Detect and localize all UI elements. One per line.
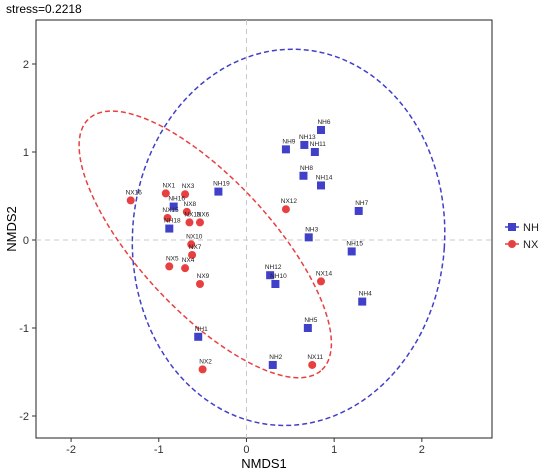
y-tick-label: -1 bbox=[19, 323, 29, 335]
label-nh11: NH11 bbox=[310, 141, 327, 148]
confidence-ellipses bbox=[78, 48, 446, 427]
point-nh13 bbox=[300, 140, 309, 149]
legend-key-nh bbox=[508, 223, 516, 231]
point-nx5 bbox=[165, 262, 174, 271]
x-tick-label: 2 bbox=[419, 444, 425, 456]
point-nx15 bbox=[163, 214, 172, 222]
point-nh3 bbox=[304, 233, 313, 242]
reference-lines bbox=[36, 20, 492, 438]
x-axis-title: NMDS1 bbox=[241, 456, 287, 471]
point-nh10 bbox=[271, 280, 280, 288]
point-nx8 bbox=[182, 207, 191, 216]
point-nx2 bbox=[198, 365, 207, 374]
label-nh1: NH1 bbox=[195, 326, 208, 333]
y-axis-ticks: -2 -1 0 1 2 bbox=[19, 59, 36, 423]
point-nh16 bbox=[169, 202, 178, 211]
point-nh1 bbox=[194, 332, 203, 341]
point-nh14 bbox=[317, 181, 325, 190]
point-nx16 bbox=[126, 196, 135, 205]
point-nh6 bbox=[317, 126, 325, 134]
y-axis-title: NMDS2 bbox=[4, 206, 19, 252]
point-nh18 bbox=[165, 224, 174, 233]
label-nh18: NH18 bbox=[164, 218, 181, 225]
ellipse-nx bbox=[78, 110, 333, 379]
point-nx9 bbox=[195, 280, 204, 288]
label-nh4: NH4 bbox=[359, 291, 372, 298]
point-nx12 bbox=[281, 205, 290, 214]
label-nh16: NH16 bbox=[168, 196, 185, 203]
data-points bbox=[126, 126, 367, 374]
ellipse-nh bbox=[131, 48, 446, 427]
plot-frame bbox=[35, 19, 493, 439]
stress-label: stress=0.2218 bbox=[6, 2, 82, 16]
label-nh7: NH7 bbox=[355, 200, 368, 207]
label-nx12: NX12 bbox=[281, 198, 298, 205]
point-nx3 bbox=[181, 190, 190, 199]
point-nx11 bbox=[308, 360, 317, 369]
label-nx10: NX10 bbox=[186, 233, 203, 240]
label-nh19: NH19 bbox=[213, 181, 230, 188]
point-nh5 bbox=[303, 324, 312, 332]
label-nh8: NH8 bbox=[300, 165, 313, 172]
point-nh11 bbox=[310, 148, 319, 156]
point-nh12 bbox=[266, 271, 275, 280]
label-nh3: NH3 bbox=[305, 226, 318, 233]
label-nx4: NX4 bbox=[182, 257, 195, 264]
point-nx7 bbox=[188, 250, 197, 259]
y-tick-label: -2 bbox=[19, 411, 29, 423]
label-nx13: NX13 bbox=[184, 211, 201, 218]
label-nh2: NH2 bbox=[269, 354, 282, 361]
point-nx10 bbox=[187, 240, 196, 249]
label-nx11: NX11 bbox=[307, 354, 323, 361]
label-nh13: NH13 bbox=[299, 134, 316, 141]
label-nh9: NH9 bbox=[282, 138, 295, 145]
point-nh7 bbox=[354, 206, 363, 215]
label-nh12: NH12 bbox=[265, 264, 282, 271]
legend-label-nx: NX bbox=[523, 239, 539, 251]
y-tick-label: 0 bbox=[23, 235, 29, 247]
x-tick-label: 1 bbox=[331, 444, 337, 456]
point-nh2 bbox=[268, 360, 277, 369]
label-nx3: NX3 bbox=[182, 183, 195, 190]
label-nx16: NX16 bbox=[126, 189, 143, 196]
label-nx15: NX15 bbox=[162, 207, 179, 214]
point-nh8 bbox=[299, 171, 308, 180]
label-nx8: NX8 bbox=[184, 201, 197, 208]
legend-label-nh: NH bbox=[523, 222, 539, 234]
point-nx4 bbox=[181, 264, 190, 273]
label-nh6: NH6 bbox=[317, 119, 330, 126]
label-nx9: NX9 bbox=[197, 273, 210, 280]
legend: NH NX bbox=[505, 222, 539, 251]
label-nh14: NH14 bbox=[316, 174, 333, 181]
x-tick-label: 0 bbox=[243, 444, 249, 456]
point-nx13 bbox=[185, 218, 194, 227]
point-nx14 bbox=[317, 277, 325, 286]
label-nh5: NH5 bbox=[304, 317, 317, 324]
y-tick-label: 2 bbox=[23, 59, 29, 71]
label-nx6: NX6 bbox=[197, 211, 210, 218]
label-nx5: NX5 bbox=[166, 255, 179, 262]
label-nh10: NH10 bbox=[270, 273, 287, 280]
x-axis-ticks: -2 -1 0 1 2 bbox=[66, 438, 425, 456]
label-nx14: NX14 bbox=[316, 270, 333, 277]
point-nx1 bbox=[161, 189, 170, 198]
x-tick-label: -1 bbox=[154, 444, 164, 456]
x-tick-label: -2 bbox=[66, 444, 76, 456]
point-labels: NH1 NH2 NH3 NH4 NH5 NH6 NH7 NH8 NH9 NH10 NH11 NH12 N… bbox=[126, 119, 373, 365]
point-nh9 bbox=[281, 145, 290, 154]
label-nx7: NX7 bbox=[189, 244, 202, 251]
label-nh15: NH15 bbox=[346, 240, 363, 247]
point-nh4 bbox=[358, 297, 367, 306]
label-nx1: NX1 bbox=[162, 182, 175, 189]
point-nx6 bbox=[195, 218, 204, 227]
point-nh19 bbox=[214, 187, 223, 196]
point-nh15 bbox=[347, 247, 356, 256]
label-nx2: NX2 bbox=[199, 358, 212, 365]
y-tick-label: 1 bbox=[23, 147, 29, 159]
legend-key-nx bbox=[508, 240, 516, 248]
